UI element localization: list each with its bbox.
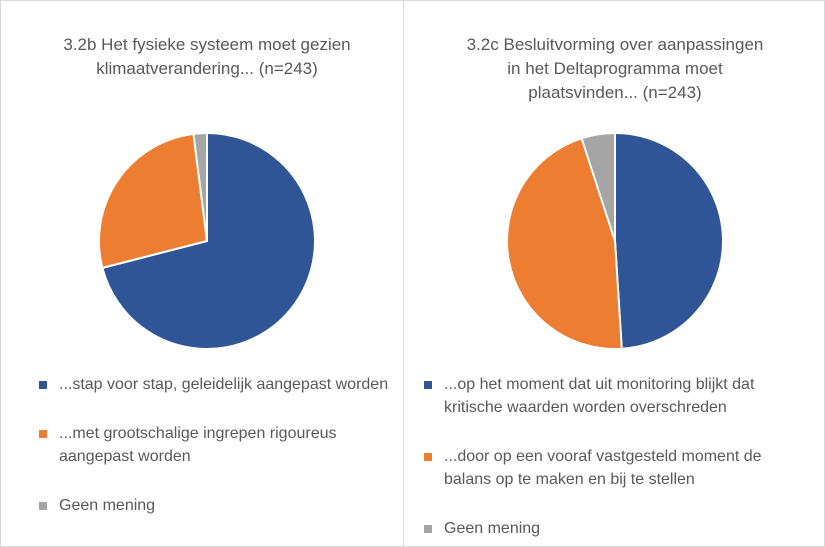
legend-item: ...met grootschalige ingrepen rigoureus … <box>39 422 399 468</box>
pie-slice <box>192 131 208 242</box>
legend-label: ...met grootschalige ingrepen rigoureus … <box>59 425 337 465</box>
chart-title: 3.2c Besluitvorming over aanpassingen in… <box>466 35 764 102</box>
legend: ...op het moment dat uit monitoring blij… <box>424 373 784 547</box>
legend-item: ...stap voor stap, geleidelijk aangepast… <box>39 373 399 396</box>
chart-title: 3.2b Het fysieke systeem moet gezien kli… <box>63 35 351 78</box>
legend-label: ...stap voor stap, geleidelijk aangepast… <box>59 376 389 393</box>
pie-slice <box>580 131 616 242</box>
legend-label: Geen mening <box>59 497 156 514</box>
legend-label: ...op het moment dat uit monitoring blij… <box>444 376 755 416</box>
pie-slice <box>101 131 316 350</box>
legend-swatch <box>39 430 47 438</box>
legend-label: Geen mening <box>444 520 541 537</box>
legend-swatch <box>424 453 432 461</box>
pie-chart <box>506 131 724 350</box>
legend-label: ...door op een vooraf vastgesteld moment… <box>444 448 762 488</box>
legend-swatch <box>424 381 432 389</box>
legend-swatch <box>39 381 47 389</box>
legend-swatch <box>424 525 432 533</box>
legend-item: Geen mening <box>424 517 784 540</box>
pie-chart <box>98 131 316 350</box>
legend-item: ...door op een vooraf vastgesteld moment… <box>424 445 784 491</box>
chart-panel: 3.2b Het fysieke systeem moet gezien kli… <box>0 0 404 547</box>
pie-slice <box>98 132 209 270</box>
chart-panel: 3.2c Besluitvorming over aanpassingen in… <box>403 0 825 547</box>
legend-swatch <box>39 502 47 510</box>
legend: ...stap voor stap, geleidelijk aangepast… <box>39 373 399 543</box>
pie-slice <box>506 137 623 350</box>
legend-item: ...op het moment dat uit monitoring blij… <box>424 373 784 419</box>
legend-item: Geen mening <box>39 494 399 517</box>
pie-slice <box>614 131 724 350</box>
